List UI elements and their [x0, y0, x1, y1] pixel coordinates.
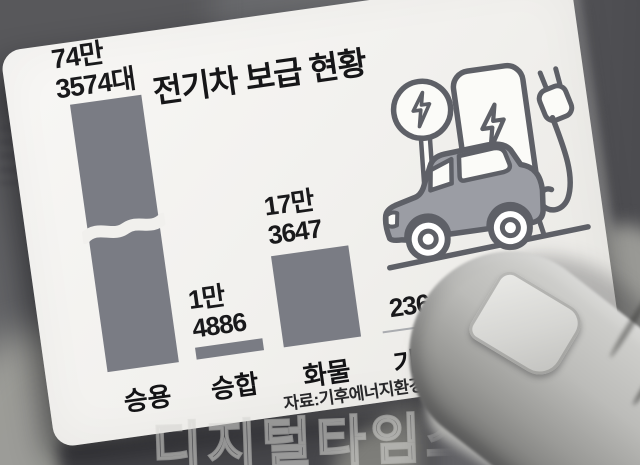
bar-cargo	[271, 245, 362, 348]
value-label-cargo: 17만 3647	[262, 185, 324, 251]
bar-passenger	[69, 94, 179, 373]
value-line: 4886	[190, 306, 248, 344]
electric-car-icon	[382, 141, 546, 262]
value-label-passenger: 74만 3574대	[49, 34, 136, 105]
chart-title: 전기차 보급 현황	[150, 44, 369, 110]
car-headlight	[384, 210, 400, 229]
ev-charging-illustration	[382, 62, 591, 271]
value-line: 3647	[266, 213, 324, 251]
axis-break-wave	[80, 212, 168, 244]
info-card: 전기차 보급 현황 74만 3574대 승용 1만 4886 승합 17만 36…	[0, 0, 626, 449]
car-side-window	[456, 145, 513, 183]
value-label-van: 1만 4886	[186, 279, 248, 344]
car-windshield-window	[428, 156, 454, 193]
lightning-sign-icon	[390, 78, 454, 142]
